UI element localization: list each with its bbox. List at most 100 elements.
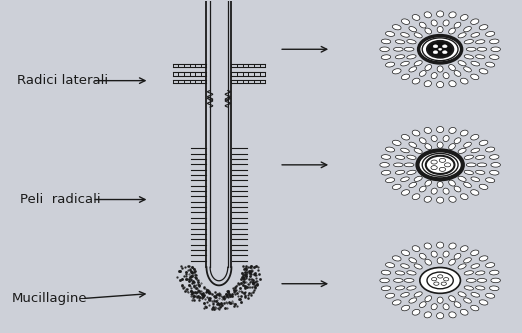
Circle shape (431, 160, 437, 164)
Ellipse shape (431, 73, 437, 79)
Ellipse shape (395, 156, 405, 160)
Ellipse shape (395, 55, 405, 59)
Ellipse shape (460, 246, 468, 251)
Ellipse shape (490, 155, 499, 159)
Ellipse shape (401, 74, 410, 80)
Ellipse shape (380, 278, 389, 283)
Ellipse shape (449, 243, 456, 249)
Ellipse shape (449, 296, 455, 302)
Ellipse shape (394, 163, 403, 167)
Ellipse shape (393, 256, 401, 261)
Ellipse shape (395, 286, 405, 290)
Ellipse shape (466, 278, 476, 282)
Ellipse shape (436, 197, 444, 203)
Ellipse shape (394, 278, 403, 282)
Ellipse shape (443, 304, 449, 310)
Ellipse shape (381, 55, 390, 60)
Ellipse shape (412, 309, 420, 315)
Ellipse shape (401, 61, 409, 66)
Ellipse shape (443, 188, 449, 194)
Ellipse shape (424, 312, 431, 318)
Ellipse shape (412, 15, 420, 20)
Ellipse shape (424, 12, 431, 18)
Ellipse shape (449, 81, 456, 87)
Ellipse shape (393, 69, 401, 74)
Ellipse shape (431, 304, 437, 310)
Ellipse shape (395, 40, 405, 44)
Ellipse shape (437, 297, 443, 303)
Ellipse shape (401, 33, 409, 37)
Ellipse shape (464, 142, 471, 148)
Ellipse shape (460, 78, 468, 84)
Circle shape (433, 45, 438, 48)
Ellipse shape (491, 47, 501, 52)
Ellipse shape (460, 309, 468, 315)
Ellipse shape (431, 20, 437, 26)
Ellipse shape (460, 15, 468, 20)
Ellipse shape (401, 305, 410, 311)
Ellipse shape (412, 130, 420, 136)
Ellipse shape (425, 28, 432, 34)
Ellipse shape (471, 190, 479, 195)
Text: Radici laterali: Radici laterali (17, 74, 108, 87)
Ellipse shape (449, 12, 456, 18)
Ellipse shape (458, 148, 466, 154)
Circle shape (443, 51, 447, 54)
Ellipse shape (407, 271, 416, 275)
Ellipse shape (454, 302, 461, 307)
Ellipse shape (477, 163, 487, 167)
Ellipse shape (464, 55, 473, 59)
Ellipse shape (443, 136, 449, 142)
Ellipse shape (431, 251, 437, 257)
Text: Peli  radicali: Peli radicali (19, 193, 100, 206)
Ellipse shape (454, 22, 461, 28)
Ellipse shape (414, 33, 422, 38)
Ellipse shape (466, 47, 476, 51)
Ellipse shape (386, 32, 395, 36)
Ellipse shape (471, 148, 480, 153)
Circle shape (437, 275, 443, 278)
Circle shape (440, 158, 446, 163)
Ellipse shape (479, 25, 488, 30)
Ellipse shape (485, 293, 495, 298)
Circle shape (441, 282, 446, 285)
Ellipse shape (471, 264, 480, 268)
Ellipse shape (393, 300, 401, 305)
Ellipse shape (436, 11, 444, 17)
Ellipse shape (386, 147, 395, 152)
Ellipse shape (471, 19, 479, 24)
Ellipse shape (414, 176, 422, 181)
Ellipse shape (479, 256, 488, 261)
Ellipse shape (437, 26, 443, 33)
Ellipse shape (425, 180, 432, 186)
Ellipse shape (466, 163, 476, 167)
Circle shape (438, 48, 442, 50)
Ellipse shape (471, 177, 480, 181)
Ellipse shape (476, 156, 485, 160)
Ellipse shape (425, 144, 432, 150)
Ellipse shape (485, 147, 495, 152)
Ellipse shape (490, 270, 499, 275)
Ellipse shape (393, 184, 401, 189)
Ellipse shape (412, 246, 420, 251)
Ellipse shape (386, 263, 395, 267)
Circle shape (444, 163, 450, 167)
Ellipse shape (401, 292, 409, 297)
Ellipse shape (464, 258, 471, 263)
Ellipse shape (381, 170, 390, 175)
Ellipse shape (458, 33, 466, 38)
Ellipse shape (471, 74, 479, 80)
Ellipse shape (414, 292, 422, 297)
Ellipse shape (471, 250, 479, 256)
Ellipse shape (464, 286, 473, 290)
Ellipse shape (479, 69, 488, 74)
Ellipse shape (490, 286, 499, 291)
Ellipse shape (479, 140, 488, 146)
Ellipse shape (477, 278, 487, 282)
Ellipse shape (479, 184, 488, 189)
Ellipse shape (404, 163, 414, 167)
Ellipse shape (419, 253, 426, 259)
Ellipse shape (464, 298, 471, 303)
Ellipse shape (490, 39, 499, 44)
Ellipse shape (476, 271, 485, 275)
